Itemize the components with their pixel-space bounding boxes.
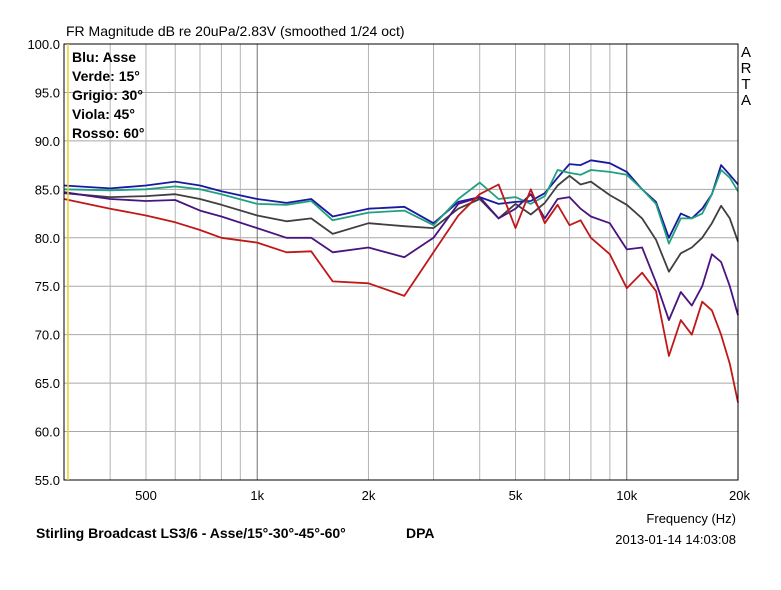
x-tick-label: 500: [135, 488, 157, 503]
footer-timestamp: 2013-01-14 14:03:08: [615, 532, 736, 547]
chart-title: FR Magnitude dB re 20uPa/2.83V (smoothed…: [66, 23, 405, 39]
y-tick-label: 100.0: [27, 37, 60, 52]
y-tick-label: 80.0: [35, 231, 60, 246]
x-axis-tick-labels: 500 1k 2k 5k 10k 20k: [135, 488, 750, 503]
response-curves: [63, 159, 739, 403]
y-tick-label: 70.0: [35, 328, 60, 343]
x-axis-label: Frequency (Hz): [646, 511, 736, 526]
legend-entry: Verde: 15°: [72, 68, 140, 84]
y-tick-label: 85.0: [35, 182, 60, 197]
legend-entry: Viola: 45°: [72, 106, 135, 122]
footer-model: Stirling Broadcast LS3/6 - Asse/15°-30°-…: [36, 525, 346, 541]
y-tick-label: 95.0: [35, 85, 60, 100]
plot-grid: [64, 44, 738, 480]
y-tick-label: 65.0: [35, 376, 60, 391]
series-line-4: [63, 183, 739, 403]
x-tick-label: 1k: [250, 488, 264, 503]
y-tick-label: 75.0: [35, 279, 60, 294]
series-line-1: [63, 169, 739, 245]
x-tick-label: 2k: [362, 488, 376, 503]
series-line-2: [63, 174, 739, 273]
legend: Blu: Asse Verde: 15° Grigio: 30° Viola: 45°…: [72, 49, 145, 141]
y-axis-tick-labels: 100.0 95.0 90.0 85.0 80.0 75.0 70.0 65.0 60.0 55.…: [27, 37, 60, 488]
footer-mic: DPA: [406, 525, 435, 541]
x-tick-label: 5k: [509, 488, 523, 503]
x-tick-label: 10k: [616, 488, 637, 503]
arta-letter: A: [741, 92, 751, 109]
legend-entry: Grigio: 30°: [72, 87, 143, 103]
arta-letter: R: [741, 60, 752, 77]
y-tick-label: 90.0: [35, 134, 60, 149]
y-tick-label: 60.0: [35, 425, 60, 440]
arta-letter: T: [741, 76, 750, 93]
arta-letter: A: [741, 44, 751, 61]
y-tick-label: 55.0: [35, 473, 60, 488]
series-line-3: [63, 191, 739, 321]
plot-frame: [63, 43, 739, 481]
legend-entry: Blu: Asse: [72, 49, 136, 65]
series-line-0: [63, 159, 739, 239]
x-tick-label: 20k: [729, 488, 750, 503]
legend-entry: Rosso: 60°: [72, 125, 145, 141]
